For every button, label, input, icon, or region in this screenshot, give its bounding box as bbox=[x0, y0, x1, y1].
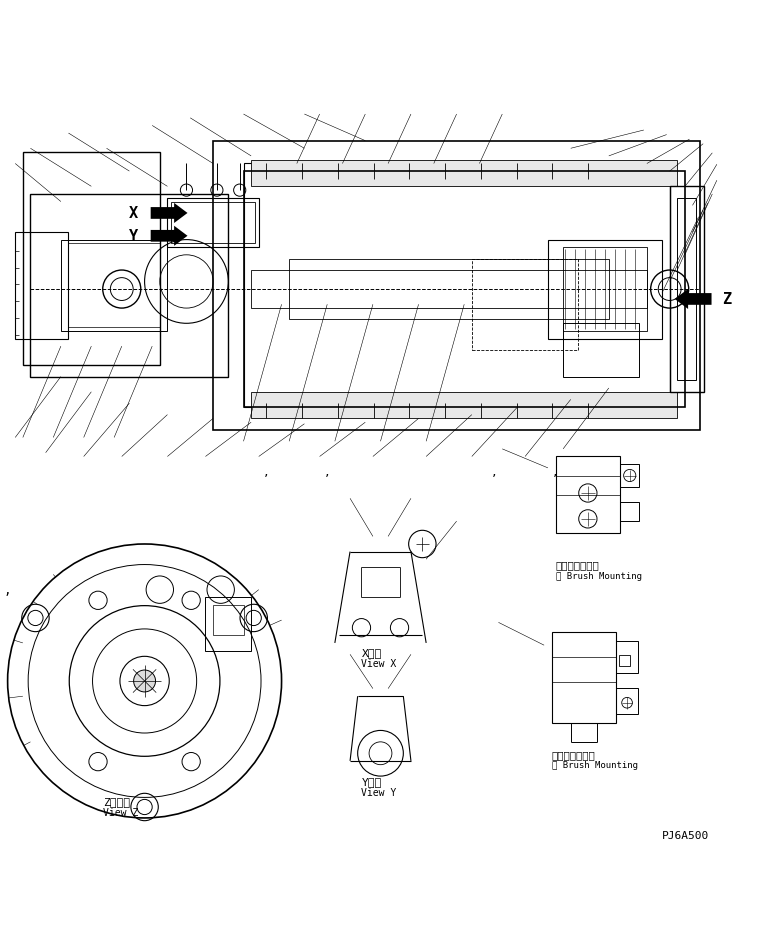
Text: ,: , bbox=[552, 467, 559, 477]
Bar bbox=[620, 503, 639, 522]
Circle shape bbox=[134, 670, 155, 692]
Polygon shape bbox=[151, 204, 187, 224]
Bar bbox=[23, 153, 160, 366]
Bar bbox=[244, 165, 670, 407]
Bar bbox=[251, 392, 677, 419]
Bar bbox=[563, 248, 647, 331]
Text: ,: , bbox=[263, 467, 269, 477]
Text: X: X bbox=[129, 207, 138, 221]
Text: X　視: X 視 bbox=[361, 647, 382, 658]
Bar bbox=[251, 161, 677, 188]
Text: ,: , bbox=[492, 467, 498, 477]
Text: ,: , bbox=[324, 467, 330, 477]
Bar bbox=[251, 270, 647, 308]
Text: Y　視: Y 視 bbox=[361, 777, 382, 786]
Text: ① Brush Mounting: ① Brush Mounting bbox=[552, 761, 638, 769]
Bar bbox=[556, 457, 620, 533]
Bar bbox=[30, 195, 228, 377]
Bar bbox=[244, 172, 685, 407]
Text: Z: Z bbox=[722, 292, 731, 307]
Bar bbox=[620, 465, 639, 487]
Bar bbox=[289, 259, 609, 320]
Text: View Z: View Z bbox=[103, 807, 138, 817]
Text: View Y: View Y bbox=[361, 787, 396, 797]
Bar bbox=[205, 598, 251, 651]
Text: View X: View X bbox=[361, 658, 396, 668]
Bar bbox=[167, 199, 259, 248]
Bar bbox=[552, 632, 616, 724]
Text: ②ブラシ取付法: ②ブラシ取付法 bbox=[556, 560, 599, 570]
Bar bbox=[548, 240, 662, 339]
Text: ② Brush Mounting: ② Brush Mounting bbox=[556, 572, 642, 581]
Bar bbox=[472, 259, 578, 350]
Bar bbox=[213, 142, 700, 430]
Bar bbox=[563, 324, 639, 377]
Text: ①ブラシ取付法: ①ブラシ取付法 bbox=[552, 749, 595, 760]
Bar bbox=[68, 244, 160, 327]
Bar bbox=[15, 232, 68, 339]
Bar bbox=[171, 203, 255, 244]
Polygon shape bbox=[675, 289, 712, 309]
Bar bbox=[61, 240, 167, 331]
Bar bbox=[616, 641, 638, 673]
Text: PJ6A500: PJ6A500 bbox=[662, 830, 709, 840]
Bar bbox=[616, 688, 638, 714]
Bar bbox=[213, 605, 244, 636]
Text: ,: , bbox=[4, 584, 11, 597]
Bar bbox=[677, 199, 696, 381]
Bar bbox=[670, 188, 704, 392]
Text: Y: Y bbox=[129, 229, 138, 244]
Polygon shape bbox=[151, 227, 187, 247]
Bar bbox=[619, 655, 630, 666]
Text: Z　　視: Z 視 bbox=[103, 797, 129, 806]
